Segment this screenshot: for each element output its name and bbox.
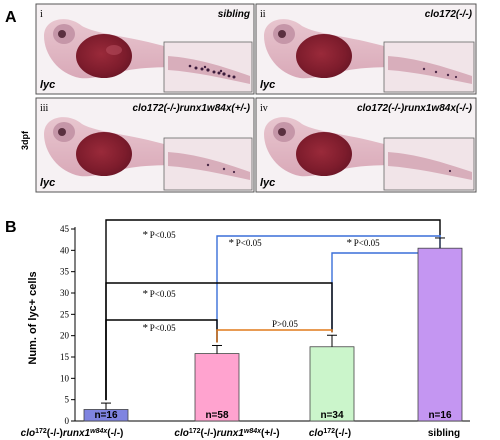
- probe-label: lyc: [40, 79, 55, 91]
- x-category-label: clo172(-/-)runx1w84x(+/-): [174, 428, 279, 440]
- x-category-label: clo172(-/-)runx1w84x(-/-): [21, 428, 124, 440]
- panel-number: iv: [260, 103, 268, 114]
- y-axis-label: Num. of lyc+ cells: [27, 271, 39, 364]
- y-tick-label: 25: [60, 309, 70, 319]
- significance-brackets: * P<0.05 * P<0.05 * P<0.05 * P<0.05 * P<0.05…: [105, 219, 441, 401]
- embryo-panel-i: i sibling lyc: [35, 3, 255, 95]
- y-tick-label: 10: [60, 373, 70, 383]
- p-value-label: * P<0.05: [142, 322, 176, 334]
- tail-inset: [383, 137, 475, 191]
- n-label: n=16: [94, 410, 118, 421]
- tail-inset: [163, 41, 253, 93]
- y-tick-label: 15: [60, 352, 70, 362]
- embryo-panel-ii: ii clo172(-/-) lyc: [255, 3, 477, 95]
- panel-number: ii: [260, 9, 266, 20]
- embryo-panel-iv: iv clo172(-/-)runx1w84x(-/-) lyc: [255, 97, 477, 193]
- condition-label: clo172(-/-): [425, 9, 473, 20]
- y-tick-label: 0: [65, 416, 70, 426]
- condition-label: clo172(-/-)runx1w84x(+/-): [132, 103, 250, 114]
- n-label: n=34: [320, 410, 344, 421]
- lyc-stained-cells: [206, 163, 236, 174]
- probe-label: lyc: [260, 177, 275, 189]
- lyc-stained-cells: [422, 67, 458, 79]
- x-category-label: clo172(-/-): [309, 428, 351, 440]
- probe-label: lyc: [40, 177, 55, 189]
- probe-label: lyc: [260, 79, 275, 91]
- embryo-panel-iii: iii clo172(-/-)runx1w84x(+/-) lyc: [35, 97, 255, 193]
- significance-bracket: [216, 234, 441, 343]
- y-tick-label: 35: [60, 267, 70, 277]
- panel-a-letter: A: [5, 9, 17, 26]
- p-value-label: * P<0.05: [228, 237, 262, 249]
- y-tick-label: 30: [60, 288, 70, 298]
- tail-inset: [383, 41, 475, 93]
- bars: n=16 n=58 n=34 n=16: [83, 237, 463, 422]
- y-tick-label: 20: [60, 331, 70, 341]
- bar: [309, 346, 355, 422]
- panel-number: iii: [40, 103, 49, 114]
- tail-inset: [163, 137, 253, 191]
- y-tick-label: 40: [60, 245, 70, 255]
- x-category-labels: clo172(-/-)runx1w84x(-/-) clo172(-/-)runx…: [21, 428, 460, 440]
- p-value-label: * P<0.05: [142, 229, 176, 241]
- p-value-label: * P<0.05: [346, 237, 380, 249]
- y-axis: 0 5 10 15 20 25 30 35 40 45: [60, 224, 470, 426]
- n-label: n=16: [428, 410, 452, 421]
- y-tick-label: 5: [65, 395, 70, 405]
- panel-b-letter: B: [5, 219, 17, 236]
- lyc-stained-cells: [448, 169, 452, 173]
- bar: [417, 247, 463, 422]
- condition-label: sibling: [218, 9, 250, 20]
- bar: [194, 353, 240, 422]
- p-value-label: * P<0.05: [142, 288, 176, 300]
- n-label: n=58: [205, 410, 229, 421]
- significance-bracket: [105, 219, 441, 401]
- condition-label: clo172(-/-)runx1w84x(-/-): [357, 103, 473, 114]
- p-value-label: P>0.05: [272, 319, 298, 329]
- significance-bracket: [216, 329, 333, 343]
- stage-label: 3dpf: [20, 130, 30, 150]
- y-tick-label: 45: [60, 224, 70, 234]
- panel-number: i: [40, 9, 43, 20]
- x-category-label: sibling: [428, 428, 460, 439]
- lyc-stained-cells: [188, 64, 236, 79]
